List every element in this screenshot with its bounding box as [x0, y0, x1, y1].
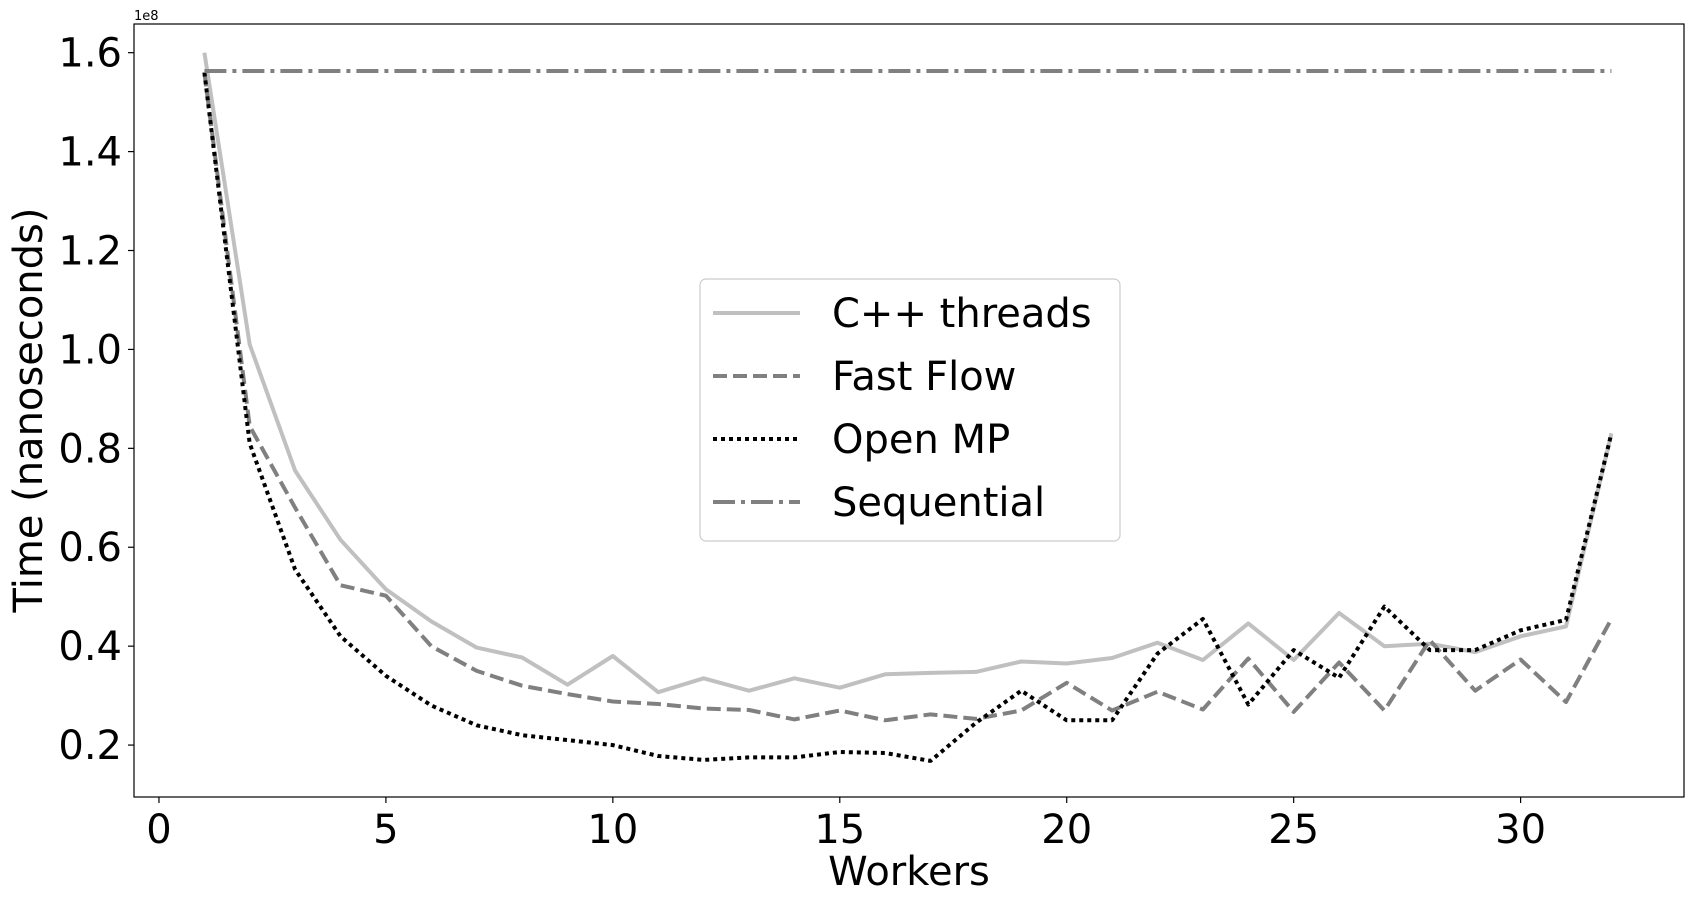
legend-label-fast-flow: Fast Flow	[832, 354, 1016, 400]
y-tick-label: 0.2	[58, 723, 122, 769]
legend-frame	[699, 278, 1121, 542]
x-tick-label: 25	[1268, 807, 1319, 853]
legend: C++ threads Fast Flow Open MP Sequential	[699, 278, 1121, 542]
y-axis-title: Time (nanoseconds)	[6, 208, 52, 614]
legend-label-cpp-threads: C++ threads	[832, 291, 1092, 337]
x-tick-label: 30	[1495, 807, 1546, 853]
y-tick-label: 1.2	[58, 229, 122, 275]
y-tick-label: 0.4	[58, 624, 122, 670]
y-tick-label: 1.4	[58, 130, 122, 176]
plot-lines	[202, 52, 1614, 763]
y-axis-ticks: 0.2 0.4 0.6 0.8 1.0 1.2 1.4 1.6	[58, 31, 134, 769]
y-tick-label: 0.8	[58, 426, 122, 472]
x-tick-label: 0	[146, 807, 171, 853]
legend-label-sequential: Sequential	[832, 480, 1045, 526]
plot-frame	[133, 23, 1685, 798]
x-tick-label: 20	[1041, 807, 1092, 853]
y-tick-label: 0.6	[58, 525, 122, 571]
x-axis-title: Workers	[828, 849, 990, 895]
x-tick-label: 15	[814, 807, 865, 853]
y-tick-label: 1.0	[58, 327, 122, 373]
x-tick-label: 5	[373, 807, 398, 853]
series-line-c-threads	[202, 52, 1614, 695]
legend-label-open-mp: Open MP	[832, 417, 1010, 463]
y-tick-label: 1.6	[58, 31, 122, 77]
x-tick-label: 10	[587, 807, 638, 853]
y-offset-label: 1e8	[134, 9, 159, 24]
x-axis-ticks: 0 5 10 15 20 25 30	[146, 797, 1546, 853]
series-line-open-mp	[202, 72, 1614, 763]
series-line-fast-flow	[202, 72, 1614, 723]
